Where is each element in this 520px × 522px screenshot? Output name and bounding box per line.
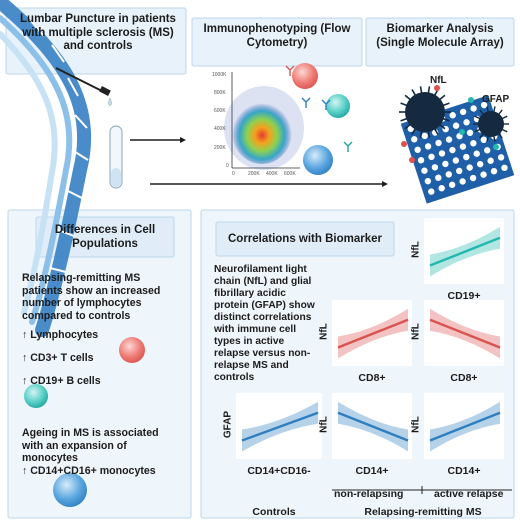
- panel-right-title: [215, 221, 395, 257]
- lymphocyte-teal-icon: [24, 384, 48, 408]
- flow-cytometry-plot: [224, 72, 304, 170]
- flow-xtick: 600K: [284, 171, 296, 177]
- plot-ylabel: NfL: [410, 241, 422, 258]
- flow-ytick: 0: [226, 163, 229, 169]
- antibody-icons: [285, 65, 353, 152]
- monocyte-blue-icon: [53, 473, 87, 507]
- left-panel-title: Differences in Cell Populations: [54, 224, 156, 250]
- rrms-group-label: Relapsing-remitting MS: [364, 506, 482, 518]
- lymphocyte-red-icon: [119, 337, 145, 363]
- nfl-label: NfL: [430, 75, 447, 86]
- item-cd19: ↑ CD19+ B cells: [22, 375, 101, 387]
- panel-flow: [191, 17, 363, 67]
- flow-arrows: [130, 137, 388, 187]
- plot-xlabel: CD14+: [355, 465, 389, 477]
- plot-xlabel: CD8+: [450, 372, 478, 384]
- plot-xlabel: CD8+: [358, 372, 386, 384]
- teal-cell-icon: [326, 94, 350, 118]
- plot-ylabel: NfL: [318, 416, 330, 433]
- correlation-plot: [424, 300, 504, 366]
- plot-ylabel: NfL: [410, 323, 422, 340]
- panel-biomarker: [365, 17, 515, 67]
- rrms-text: Relapsing-remitting MS patients show an …: [22, 272, 161, 322]
- bead-small-icon: [473, 106, 509, 142]
- correlation-plots: [236, 218, 504, 459]
- correlation-plot: [424, 218, 504, 284]
- correlation-plot: [424, 393, 504, 459]
- item-monocytes: ↑ CD14+CD16+ monocytes: [22, 465, 156, 477]
- flow-xtick: 200K: [248, 171, 260, 177]
- test-tube-icon: [109, 125, 123, 189]
- group-brackets: [332, 486, 512, 494]
- biomarker-dots: [401, 85, 499, 163]
- spine-illustration: [0, 0, 92, 337]
- red-cell-icon: [292, 63, 318, 89]
- flow-ytick: 400K: [214, 126, 226, 132]
- biomarker-title: Biomarker Analysis (Single Molecule Arra…: [376, 23, 504, 49]
- flow-xtick: 0: [232, 171, 235, 177]
- plot-ylabel: NfL: [318, 323, 330, 340]
- plot-ylabel: GFAP: [222, 410, 234, 439]
- right-panel-title: Correlations with Biomarker: [227, 233, 382, 245]
- flow-ytick: 200K: [214, 145, 226, 151]
- item-cd3: ↑ CD3+ T cells: [22, 352, 94, 364]
- correlation-plot: [332, 393, 412, 459]
- correlation-plot: [332, 300, 412, 366]
- needle-icon: [55, 67, 112, 107]
- non-relapsing-label: non-relapsing: [334, 488, 404, 500]
- flow-ytick: 800K: [214, 90, 226, 96]
- gfap-label: GFAP: [482, 94, 510, 105]
- controls-label: Controls: [252, 506, 296, 518]
- item-lymphocytes: ↑ Lymphocytes: [22, 329, 99, 341]
- flow-xtick: 400K: [266, 171, 278, 177]
- plot-xlabel: CD14+: [447, 465, 481, 477]
- flow-ytick: 600K: [214, 108, 226, 114]
- lumbar-title: Lumbar Puncture in patients with multipl…: [20, 13, 176, 53]
- plot-xlabel: CD14+CD16-: [247, 465, 311, 477]
- correlation-plot: [236, 393, 322, 459]
- active-relapse-label: active relapse: [434, 488, 504, 500]
- ageing-text: Ageing in MS is associated with an expan…: [22, 427, 159, 464]
- bead-large-icon: [399, 86, 451, 138]
- correlation-description: Neurofilament light chain (NfL) and glia…: [214, 264, 315, 384]
- flow-title: Immunophenotyping (Flow Cytometry): [203, 23, 351, 49]
- flow-ytick: 1000K: [212, 72, 227, 78]
- plot-xlabel: CD19+: [447, 290, 481, 302]
- plot-ylabel: NfL: [410, 416, 422, 433]
- blue-cell-icon: [303, 145, 333, 175]
